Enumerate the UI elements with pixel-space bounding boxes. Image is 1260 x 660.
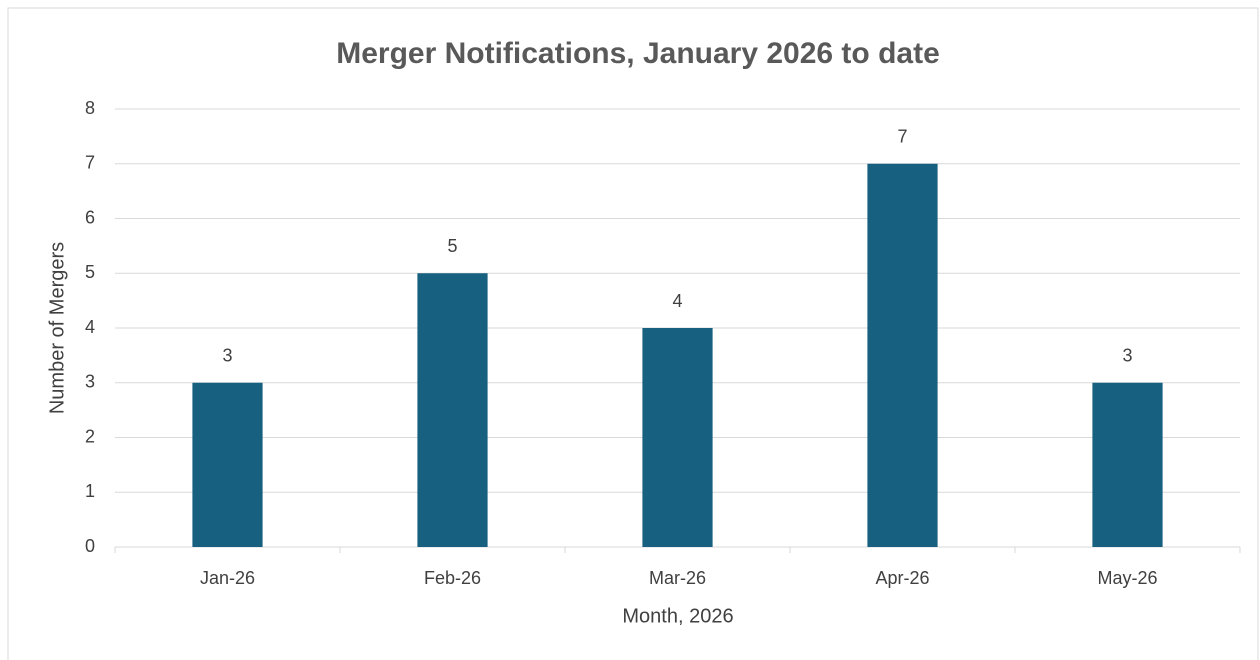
y-tick-label: 0 [85,536,95,556]
chart-title: Merger Notifications, January 2026 to da… [336,37,940,70]
data-label: 5 [447,236,457,256]
data-label: 4 [672,291,682,311]
bar [642,328,713,547]
y-tick-label: 8 [85,98,95,118]
bar [192,382,263,547]
bar [1092,382,1163,547]
bar [867,163,938,547]
y-tick-label: 3 [85,372,95,392]
x-axis-title: Month, 2026 [622,605,733,627]
chart-border [7,7,1259,660]
y-axis-title: Number of Mergers [46,242,68,414]
y-tick-label: 1 [85,481,95,501]
data-label: 7 [897,127,907,147]
y-tick-label: 6 [85,207,95,227]
y-tick-label: 2 [85,426,95,446]
y-tick-label: 4 [85,317,95,337]
x-tick-label: May-26 [1097,568,1157,588]
data-label: 3 [1122,346,1132,366]
data-label: 3 [222,346,232,366]
y-tick-label: 5 [85,262,95,282]
x-tick-label: Mar-26 [649,568,706,588]
x-tick-label: Feb-26 [424,568,481,588]
bar [417,273,488,547]
x-tick-label: Jan-26 [200,568,255,588]
y-tick-label: 7 [85,153,95,173]
x-tick-label: Apr-26 [875,568,929,588]
